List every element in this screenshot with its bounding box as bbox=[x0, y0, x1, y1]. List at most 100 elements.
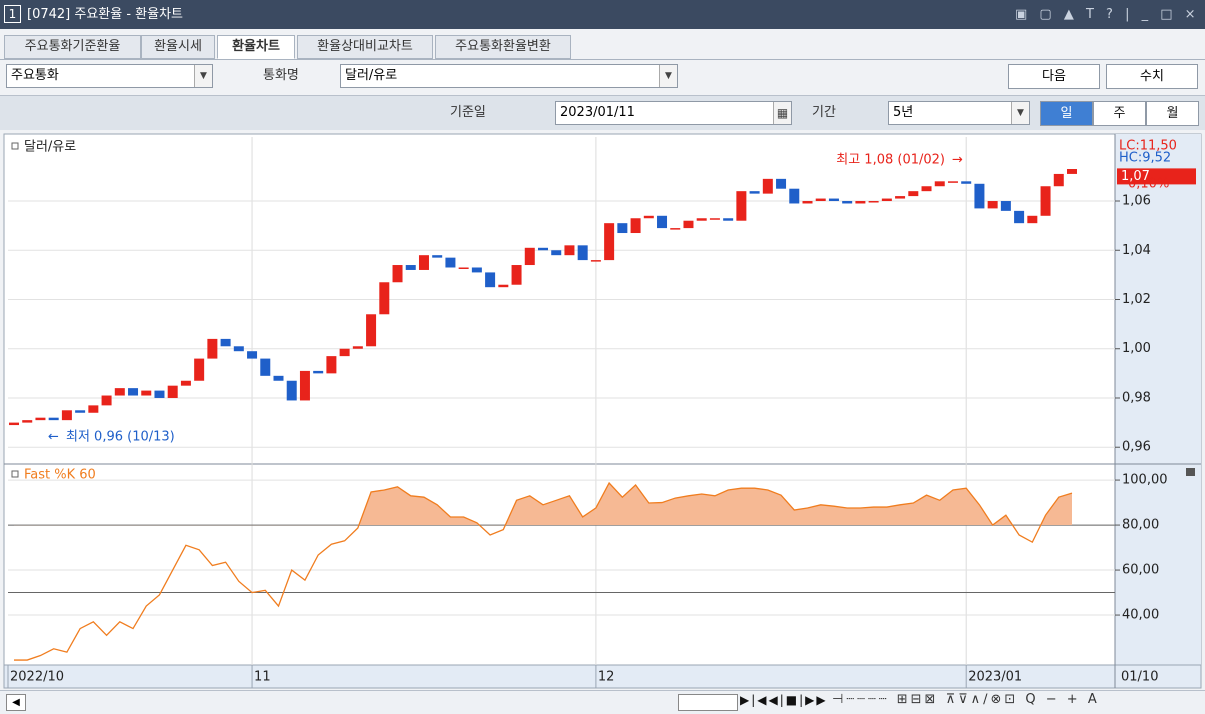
candle bbox=[617, 223, 628, 234]
scroll-thumb[interactable] bbox=[678, 694, 738, 711]
candle bbox=[881, 198, 892, 202]
high-note: 최고 1,08 (01/02) bbox=[836, 153, 945, 168]
candle bbox=[128, 388, 139, 396]
candle bbox=[233, 346, 244, 352]
group-select[interactable]: 주요통화 ▼ bbox=[6, 64, 213, 88]
candle bbox=[974, 183, 985, 209]
candle bbox=[630, 218, 641, 234]
window-controls[interactable]: ▣ ▢ ▲ T ? | _ □ × bbox=[1015, 7, 1200, 22]
chart-frame bbox=[3, 133, 1202, 689]
period-label: 기간 bbox=[812, 105, 836, 120]
candle bbox=[921, 186, 932, 192]
period-value: 5년 bbox=[893, 105, 914, 120]
candle bbox=[683, 220, 694, 229]
candle bbox=[247, 351, 258, 359]
candle bbox=[802, 201, 813, 204]
candle bbox=[458, 267, 469, 269]
candle bbox=[895, 196, 906, 199]
x-tick-label: 12 bbox=[598, 670, 615, 685]
candle bbox=[88, 405, 99, 413]
x-tick-label: 2023/01 bbox=[968, 670, 1022, 685]
axis-column bbox=[1115, 134, 1201, 688]
candle bbox=[432, 255, 443, 258]
x-tick-label: 11 bbox=[254, 670, 271, 685]
y-tick-label: 100,00 bbox=[1122, 473, 1168, 488]
y-tick-label: 0,96 bbox=[1122, 440, 1151, 455]
candle bbox=[551, 250, 562, 256]
candle bbox=[842, 201, 853, 204]
candle bbox=[524, 247, 535, 266]
candle bbox=[961, 181, 972, 184]
y-tick-label: 80,00 bbox=[1122, 518, 1159, 533]
candle bbox=[987, 201, 998, 209]
unit-button[interactable]: 주 bbox=[1093, 101, 1146, 126]
candle bbox=[1040, 186, 1051, 216]
panel-icon bbox=[11, 142, 19, 150]
date-input[interactable]: 2023/01/11 ▦ bbox=[555, 101, 792, 125]
currency-value: 달러/유로 bbox=[345, 68, 398, 83]
unit-button[interactable]: 월 bbox=[1146, 101, 1199, 126]
currency-select[interactable]: 달러/유로 ▼ bbox=[340, 64, 678, 88]
x-axis-band bbox=[3, 664, 1202, 689]
y-tick-label: 40,00 bbox=[1122, 608, 1159, 623]
candle bbox=[776, 178, 787, 189]
candle bbox=[22, 420, 33, 423]
candle bbox=[101, 395, 112, 406]
candle bbox=[286, 380, 297, 401]
candle bbox=[643, 215, 654, 219]
candle bbox=[657, 215, 668, 229]
group-value: 주요통화 bbox=[11, 68, 59, 83]
drawing-tools[interactable]: ⊣┈┈┈┈ ⊞⊟⊠ ⊼⊽∧∕⊗⊡ Q − + A bbox=[832, 692, 1100, 707]
candle bbox=[445, 257, 456, 268]
candle bbox=[61, 410, 72, 421]
tab[interactable]: 환율상대비교차트 bbox=[297, 35, 433, 59]
candle bbox=[590, 260, 601, 262]
unit-button[interactable]: 일 bbox=[1040, 101, 1093, 126]
panel-button[interactable] bbox=[1186, 468, 1195, 476]
tab[interactable]: 환율시세 bbox=[141, 35, 215, 59]
candle bbox=[194, 358, 205, 381]
candle bbox=[299, 370, 310, 401]
candle bbox=[114, 388, 125, 396]
candle bbox=[313, 370, 324, 374]
candle bbox=[154, 390, 165, 398]
cursor-date: 01/10 bbox=[1121, 670, 1158, 685]
y-tick-label: 1,00 bbox=[1122, 341, 1151, 356]
candle bbox=[855, 201, 866, 204]
candle bbox=[405, 265, 416, 270]
candle bbox=[947, 181, 958, 183]
last-price-label: 1,07 bbox=[1121, 169, 1150, 184]
candle bbox=[564, 245, 575, 256]
candle bbox=[604, 223, 615, 261]
last-price-box bbox=[1117, 168, 1196, 185]
candle bbox=[35, 417, 46, 421]
candle bbox=[326, 356, 337, 374]
next-button[interactable]: 다음 bbox=[1008, 64, 1100, 89]
candle bbox=[908, 191, 919, 197]
candle bbox=[220, 338, 231, 347]
tab[interactable]: 환율차트 bbox=[217, 35, 295, 59]
values-button[interactable]: 수치 bbox=[1106, 64, 1198, 89]
x-tick-label: 2022/10 bbox=[10, 670, 64, 685]
window-number: 1 bbox=[4, 5, 21, 23]
candle bbox=[1027, 215, 1038, 224]
candle bbox=[789, 188, 800, 204]
candle bbox=[511, 265, 522, 285]
scroll-left[interactable]: ◀ bbox=[6, 694, 26, 711]
play-controls[interactable]: ▶|◀◀|■|▶▶ bbox=[740, 693, 828, 707]
period-select[interactable]: 5년 ▼ bbox=[888, 101, 1030, 125]
candle bbox=[1053, 173, 1064, 187]
candle bbox=[762, 178, 773, 194]
hc-info: HC:9,52 bbox=[1119, 151, 1171, 166]
tab[interactable]: 주요통화기준환율 bbox=[4, 35, 141, 59]
osc-panel-title: Fast %K 60 bbox=[24, 468, 96, 483]
y-tick-label: 1,06 bbox=[1122, 194, 1151, 209]
panel-icon bbox=[11, 470, 19, 478]
candle bbox=[141, 390, 152, 396]
tab[interactable]: 주요통화환율변환 bbox=[435, 35, 571, 59]
k-line bbox=[14, 481, 1073, 661]
candle bbox=[392, 265, 403, 283]
candle bbox=[498, 284, 509, 288]
low-note: 최저 0,96 (10/13) bbox=[66, 430, 175, 445]
